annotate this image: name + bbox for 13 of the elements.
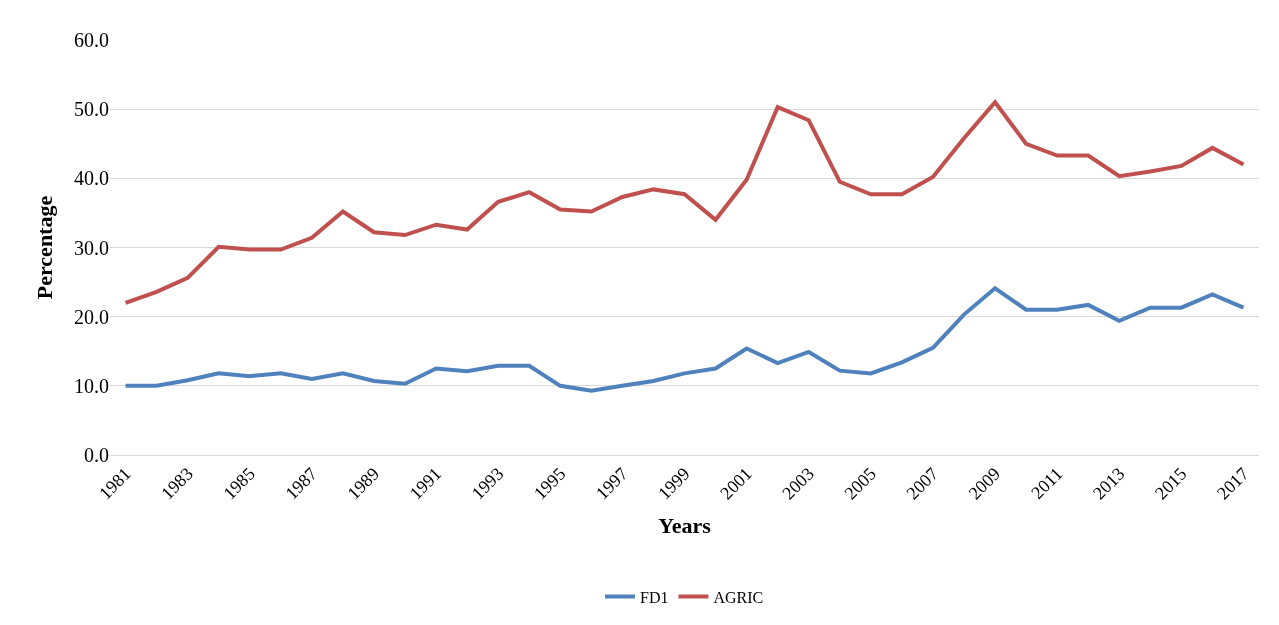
x-axis-title: Years [658, 513, 712, 539]
line-series [123, 100, 1246, 305]
y-tick-label: 50.0 [74, 98, 109, 121]
y-tick-label: 10.0 [74, 374, 109, 397]
legend-label: AGRIC [713, 588, 764, 606]
y-tick-label: 0.0 [84, 444, 109, 466]
y-tick-label: 20.0 [74, 305, 109, 328]
legend-label: FD1 [640, 588, 669, 606]
y-tick-label: 30.0 [74, 236, 109, 259]
y-tick-label: 40.0 [74, 167, 109, 190]
y-tick-label: 60.0 [74, 29, 109, 51]
line-series [123, 286, 1246, 393]
y-axis-title: Percentage [31, 195, 57, 300]
